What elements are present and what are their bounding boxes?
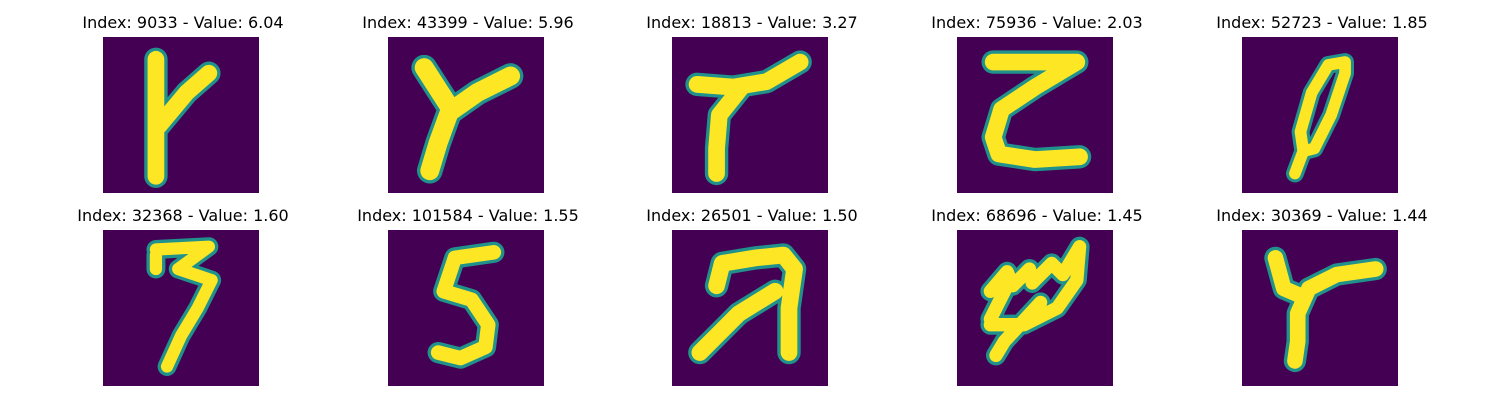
digit-image <box>957 37 1113 193</box>
digit-stroke <box>983 240 1087 363</box>
panel-title: Index: 43399 - Value: 5.96 <box>362 13 574 32</box>
digit-image <box>672 37 828 193</box>
digit-stroke <box>691 246 803 361</box>
digit-stroke <box>1289 56 1351 180</box>
panel-title: Index: 75936 - Value: 2.03 <box>931 13 1143 32</box>
digit-stroke <box>414 58 521 181</box>
panel-title: Index: 18813 - Value: 3.27 <box>646 13 858 32</box>
digit-image <box>388 37 544 193</box>
digit-stroke <box>430 245 502 366</box>
panel-title: Index: 52723 - Value: 1.85 <box>1216 13 1428 32</box>
panel-title: Index: 68696 - Value: 1.45 <box>931 206 1143 225</box>
digit-stroke <box>1267 250 1384 369</box>
digit-image <box>1242 230 1398 386</box>
digit-image <box>672 230 828 386</box>
panel-title: Index: 30369 - Value: 1.44 <box>1216 206 1428 225</box>
digit-image <box>103 37 259 193</box>
digit-image <box>103 230 259 386</box>
digit-image <box>957 230 1113 386</box>
panel-title: Index: 32368 - Value: 1.60 <box>77 206 289 225</box>
digit-image <box>388 230 544 386</box>
digit-stroke <box>147 50 218 185</box>
panel-title: Index: 9033 - Value: 6.04 <box>82 13 284 32</box>
digit-stroke <box>688 53 809 182</box>
image-background <box>1242 37 1398 193</box>
digit-stroke <box>984 53 1088 168</box>
panel-title: Index: 101584 - Value: 1.55 <box>357 206 579 225</box>
digit-stroke <box>149 240 218 373</box>
panel-title: Index: 26501 - Value: 1.50 <box>646 206 858 225</box>
digit-image <box>1242 37 1398 193</box>
